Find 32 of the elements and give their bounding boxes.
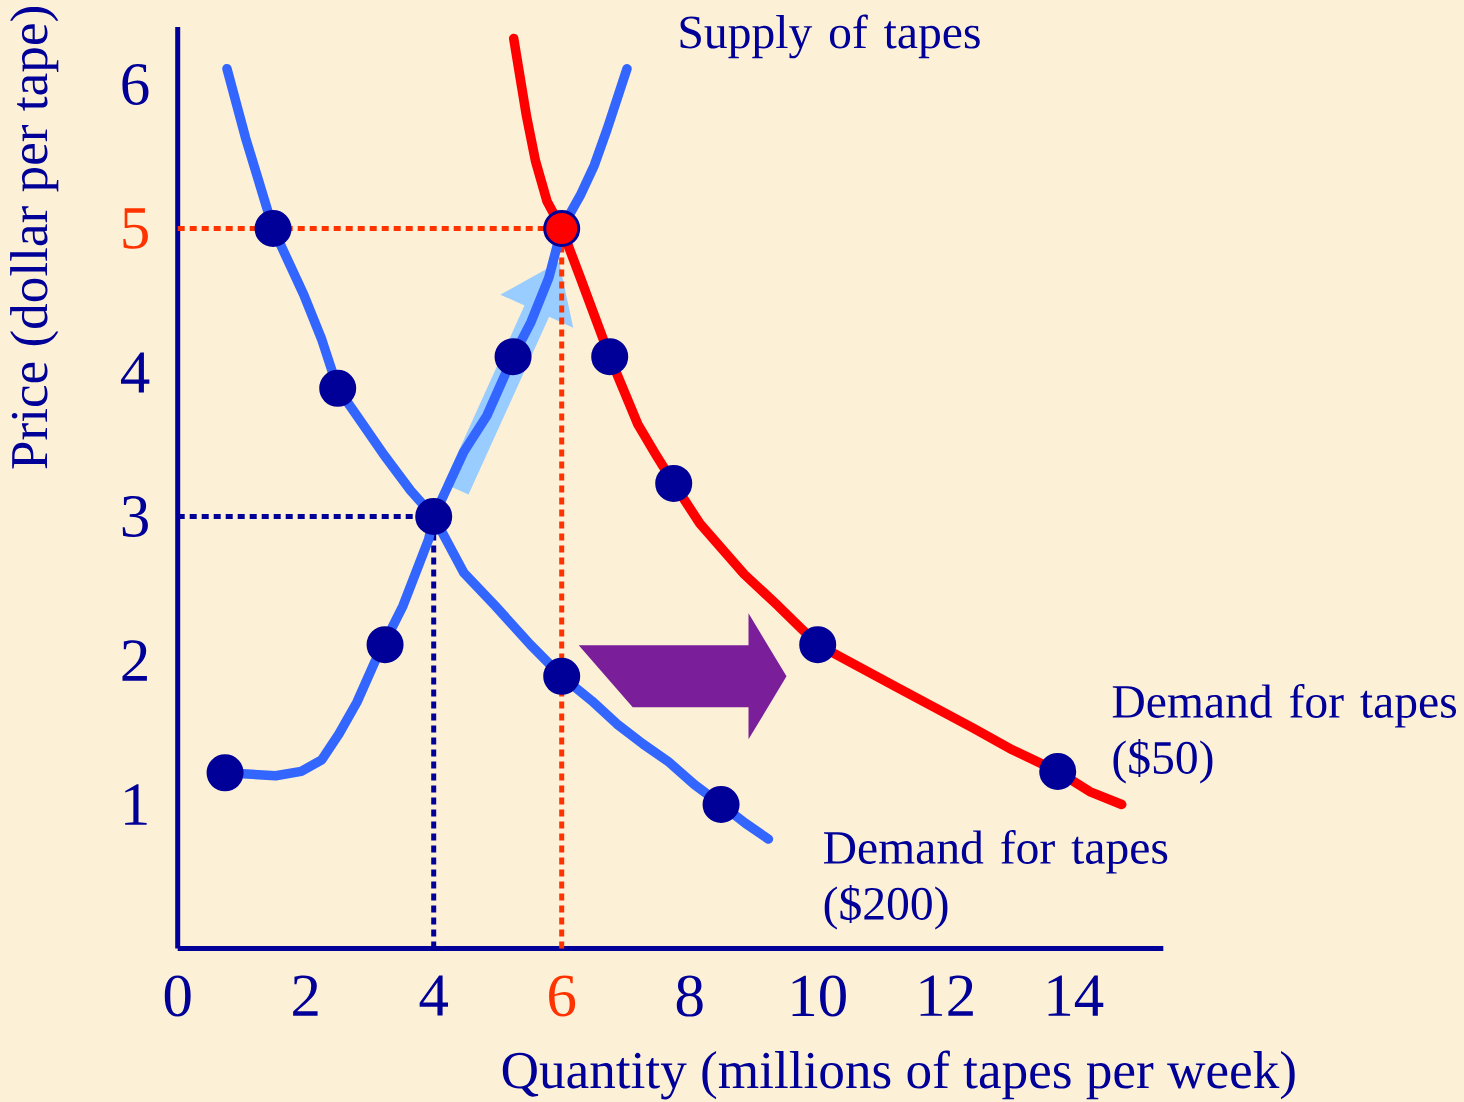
point <box>415 498 453 535</box>
y-tick-label: 2 <box>122 640 147 681</box>
point <box>254 210 292 248</box>
point <box>543 657 581 695</box>
point <box>319 369 357 407</box>
x-tick-label: 12 <box>920 975 973 1016</box>
point <box>702 786 740 823</box>
x-tick-label: 14 <box>1048 975 1104 1016</box>
point <box>206 754 244 792</box>
y-tick-label: 5 <box>123 208 148 249</box>
x-axis-title: Quantity (millions of tapes per week) <box>502 1050 1295 1100</box>
x-tick-label: 8 <box>676 975 703 1017</box>
x-tick-label: 4 <box>419 975 449 1016</box>
y-axis-title: Price (dollar per tape) <box>10 7 59 469</box>
point <box>655 464 693 502</box>
y-tick-label: 1 <box>125 784 147 825</box>
series-label: Supply of tapes <box>680 14 980 59</box>
x-tick-label: 6 <box>549 975 576 1017</box>
point <box>494 338 532 376</box>
x-tick-label: 10 <box>792 975 846 1017</box>
point <box>799 626 837 664</box>
x-tick-label: 0 <box>164 975 191 1017</box>
point <box>1039 752 1077 790</box>
series-label: Demand for tapes ($200) <box>824 829 1168 930</box>
point <box>543 210 581 248</box>
y-tick-label: 4 <box>120 352 150 393</box>
series-label: Demand for tapes ($50) <box>1112 683 1456 784</box>
point <box>591 338 629 376</box>
y-tick-label: 3 <box>122 496 148 537</box>
y-tick-label: 6 <box>122 64 149 105</box>
x-tick-label: 2 <box>293 975 318 1016</box>
point <box>366 626 404 664</box>
